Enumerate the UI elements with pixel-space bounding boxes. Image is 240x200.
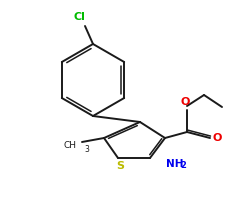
Text: CH: CH: [63, 142, 76, 150]
Text: O: O: [212, 133, 222, 143]
Text: 3: 3: [84, 144, 89, 154]
Text: Cl: Cl: [73, 12, 85, 22]
Text: NH: NH: [166, 159, 184, 169]
Text: O: O: [180, 97, 190, 107]
Text: S: S: [116, 161, 124, 171]
Text: 2: 2: [180, 162, 186, 170]
